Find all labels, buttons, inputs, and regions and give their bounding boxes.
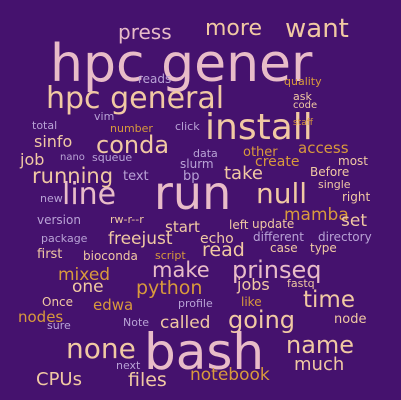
word-much: much (294, 354, 345, 375)
word-profile: profile (178, 297, 213, 310)
word-start: start (165, 218, 200, 236)
word-left: left (229, 218, 249, 232)
word-other: other (243, 145, 278, 160)
word-text: text (123, 169, 149, 184)
word-bioconda: bioconda (83, 249, 138, 263)
word-total: total (32, 119, 58, 132)
word-going: going (228, 306, 296, 334)
word-different: different (253, 230, 304, 244)
word-time: time (303, 287, 355, 313)
word-job: job (20, 150, 45, 169)
word-one: one (72, 277, 104, 297)
word-hpc-general: hpc general (46, 81, 225, 116)
word-ask: ask (293, 90, 312, 103)
word-bp: bp (183, 169, 200, 184)
word-slurm: slurm (180, 157, 214, 171)
word-running: running (32, 164, 114, 188)
word-run: run (154, 166, 232, 220)
word-note: Note (123, 316, 150, 329)
word-none: none (66, 332, 136, 365)
word-click: click (175, 120, 200, 133)
word-install: install (205, 107, 313, 148)
word-single: single (318, 178, 351, 191)
word-once: Once (42, 295, 74, 309)
word-number: number (110, 122, 153, 135)
word-code: code (293, 100, 318, 111)
word-script: script (155, 249, 186, 262)
word-set: set (341, 211, 367, 231)
word-cpus: CPUs (36, 369, 82, 390)
word-mixed: mixed (58, 265, 111, 285)
word-notebook: notebook (190, 365, 270, 385)
word-node: node (334, 312, 367, 327)
word-update: update (252, 217, 295, 231)
word-new: new (40, 192, 63, 205)
word-data: data (193, 147, 218, 160)
word-python: python (136, 277, 203, 299)
word-bash: bash (144, 323, 265, 381)
word-like: like (241, 295, 262, 309)
word-press: press (118, 20, 172, 44)
word-name: name (286, 331, 355, 359)
word-conda: conda (96, 131, 170, 159)
word-sure: sure (47, 319, 71, 332)
word-access: access (298, 139, 349, 157)
word-directory: directory (318, 230, 372, 244)
word-rw-r-r: rw-r--r (110, 213, 144, 226)
word-null: null (256, 177, 308, 210)
word-first: first (37, 247, 63, 262)
word-next: next (116, 359, 141, 372)
word-sinfo: sinfo (34, 132, 73, 151)
word-version: version (37, 213, 81, 227)
word-take: take (224, 163, 263, 184)
word-create: create (255, 154, 300, 170)
word-jobs: jobs (237, 275, 270, 294)
word-called: called (160, 313, 211, 333)
word-hpc-gener: hpc gener (50, 34, 313, 94)
word-right: right (342, 190, 371, 204)
word-type: type (310, 241, 337, 255)
word-nodes: nodes (18, 308, 64, 326)
word-nano: nano (60, 152, 85, 163)
word-echo: echo (200, 231, 234, 247)
word-reads: reads (138, 72, 172, 86)
word-staff: staff (293, 118, 313, 128)
word-package: package (41, 232, 88, 245)
word-prinseq: prinseq (232, 256, 322, 284)
word-want: want (285, 14, 349, 44)
word-case: case (270, 241, 298, 255)
word-fastq: fastq (287, 277, 315, 290)
word-before: Before (310, 165, 350, 179)
word-edwa: edwa (93, 296, 134, 314)
word-vim: vim (94, 110, 115, 123)
word-freejust: freejust (108, 229, 173, 249)
word-files: files (128, 369, 167, 391)
word-more: more (205, 16, 262, 41)
word-most: most (338, 154, 368, 168)
word-line: line (62, 177, 117, 212)
word-read: read (202, 239, 245, 261)
word-squeue: squeue (92, 151, 133, 164)
word-quality: quality (284, 75, 322, 88)
word-make: make (152, 258, 210, 282)
word-mamba: mamba (284, 205, 349, 225)
